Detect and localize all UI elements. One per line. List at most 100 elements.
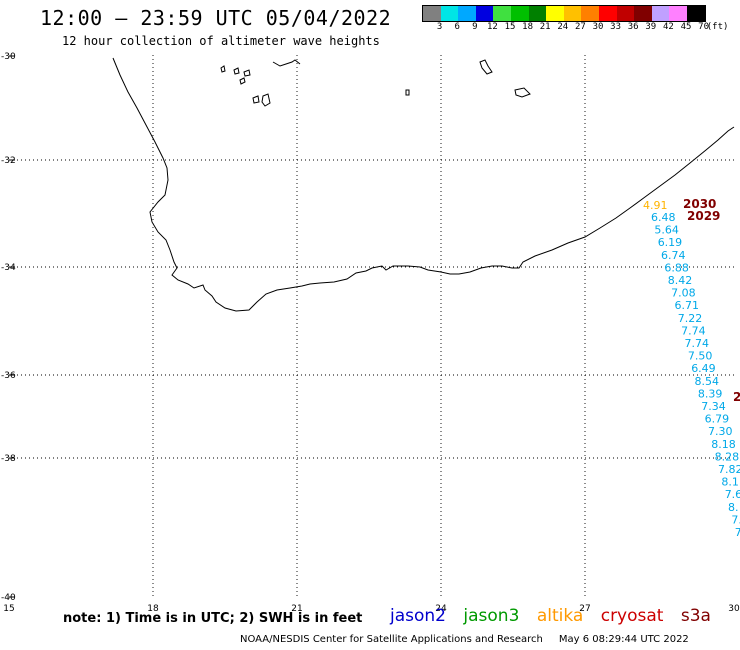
island-9 [405,89,410,96]
wave-height-label: 7. [731,513,740,526]
lat-label-minus-30: -30 [1,52,16,62]
credit-line: NOAA/NESDIS Center for Satellite Applica… [240,634,689,645]
wave-height-label: 7.34 [701,400,726,413]
lon-label-27: 27 [579,604,590,614]
credit-timestamp: May 6 08:29:44 UTC 2022 [558,634,689,645]
jason-wave-height-track: 6.485.646.196.746.888.427.086.717.227.74… [651,211,740,539]
wave-height-label: 8.1 [721,476,739,489]
wave-height-label: 6.71 [675,299,700,312]
wave-height-label: 7.82 [718,463,740,476]
graticule [9,55,734,597]
latitude-labels: -30 -32 -34 -36 -38 -40 [1,52,16,603]
color-swatch-15 [493,6,511,21]
wave-height-label: 8. [728,501,739,514]
color-swatch-9 [458,6,476,21]
color-swatch-12 [475,6,494,21]
lat-label-minus-38: -38 [1,454,16,464]
color-scale-label-12: 12 [486,22,498,32]
wave-height-label: 7.08 [671,287,696,300]
color-scale-label-42: 42 [662,22,674,32]
lat-label-minus-40: -40 [1,593,16,603]
color-scale-label-6: 6 [454,22,460,32]
color-scale-labels: 3 6 9 12 15 18 21 24 27 30 33 36 39 42 45 70 (ft) [422,22,732,34]
wave-height-label: 5.64 [654,224,679,237]
wave-height-label: 7.74 [685,337,710,350]
wave-height-label: 7.30 [708,425,733,438]
color-scale-label-39: 39 [645,22,657,32]
color-scale-label-36: 36 [627,22,639,32]
wave-height-label: 8.42 [668,274,693,287]
legend-jason2: jason2 [390,606,446,626]
island-7 [272,59,301,67]
color-swatch-27 [563,6,582,21]
color-scale-label-18: 18 [522,22,534,32]
footnote: note: 1) Time is in UTC; 2) SWH is in fe… [63,611,363,626]
lon-label-24: 24 [435,604,447,614]
wave-height-label: 6.74 [661,249,686,262]
color-scale-unit: (ft) [706,22,729,32]
wave-height-label: 8.18 [711,438,736,451]
time-label-2030: 2030 [683,197,716,211]
wave-height-label: 8.54 [695,375,720,388]
color-scale-label-21: 21 [539,22,551,32]
color-scale-label-9: 9 [472,22,478,32]
lat-label-minus-34: -34 [1,263,16,273]
legend-jason3: jason3 [463,606,520,626]
time-label-2029: 2029 [687,209,720,223]
color-swatch-33 [598,6,617,21]
wave-height-label: 6.48 [651,211,676,224]
color-scale-label-70: 70 [698,22,710,32]
legend-s3a: s3a [680,606,711,626]
lon-label-21: 21 [291,604,302,614]
south-africa-coastline [112,57,735,312]
color-scale-label-3: 3 [436,22,443,32]
color-swatch-30 [581,6,599,21]
longitude-labels: 15 18 21 24 27 30 [3,604,740,614]
map-subtitle: 12 hour collection of altimeter wave hei… [62,34,380,48]
wave-height-label: 6.79 [705,413,730,426]
lon-label-15: 15 [3,604,14,614]
lat-label-minus-32: -32 [1,156,16,166]
color-swatch-24 [546,6,564,21]
wave-height-label: 7.50 [688,350,713,363]
credit-org: NOAA/NESDIS Center for Satellite Applica… [240,634,543,645]
color-scale-label-27: 27 [574,22,586,32]
legend-cryosat: cryosat [600,606,664,626]
wave-height-label: 7.22 [678,312,703,325]
color-scale-label-45: 45 [680,22,692,32]
color-swatch-39 [634,6,652,21]
map-title: 12:00 – 23:59 UTC 05/04/2022 [40,6,392,30]
wave-height-label: 6.49 [691,362,716,375]
satellite-legend: jason2 jason3 altika cryosat s3a [390,606,723,626]
color-scale-label-15: 15 [504,22,516,32]
island-4 [239,77,246,85]
lon-label-18: 18 [147,604,159,614]
color-swatch-18 [510,6,529,21]
color-swatch-42 [651,6,670,21]
track-edge-marker: 2 [733,390,740,404]
wave-height-label: 6.19 [658,236,683,249]
island-6 [261,93,271,107]
wave-height-label: 6.88 [664,261,689,274]
color-swatch-3 [423,6,441,21]
island-1 [220,65,226,73]
lon-label-30: 30 [728,604,740,614]
color-swatch-36 [616,6,635,21]
color-scale-label-24: 24 [557,22,569,32]
island-3 [243,69,251,77]
color-scale-label-30: 30 [592,22,604,32]
wave-height-label: 8.28 [715,450,740,463]
island-8 [479,59,493,75]
wave-height-label: 8.39 [698,387,723,400]
altika-wave-height: 4.91 [643,199,668,212]
island-5 [252,95,260,104]
color-scale-label-33: 33 [610,22,622,32]
color-swatch-70 [686,6,705,21]
color-swatch-45 [669,6,687,21]
legend-altika: altika [536,606,584,626]
lat-label-minus-36: -36 [1,371,16,381]
color-swatch-21 [528,6,547,21]
wave-height-label: 7.74 [681,324,706,337]
satellite-track-annotations: 4.91 2030 2029 6.485.646.196.746.888.427… [643,197,740,539]
